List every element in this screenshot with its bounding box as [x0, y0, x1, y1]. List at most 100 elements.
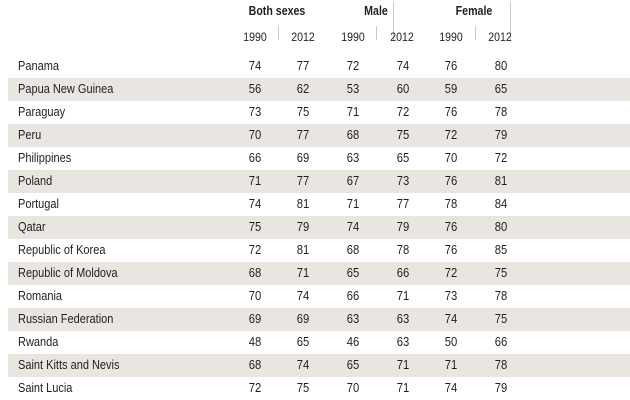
value-cell: 65: [346, 358, 360, 372]
year-header: 2012: [390, 30, 414, 44]
table-row: Saint Lucia 72 75 70 71 74 79: [8, 377, 630, 400]
value-cell: 78: [494, 105, 508, 119]
value-cell: 75: [296, 105, 310, 119]
table-row: Romania 70 74 66 71 73 78: [8, 285, 630, 308]
value-cell: 75: [494, 266, 508, 280]
value-cell: 75: [396, 128, 410, 142]
country-name: Papua New Guinea: [18, 82, 114, 96]
country-name: Russian Federation: [18, 312, 114, 326]
value-cell: 59: [444, 82, 458, 96]
value-cell: 80: [494, 59, 508, 73]
value-cell: 73: [444, 289, 458, 303]
value-cell: 65: [494, 82, 508, 96]
value-cell: 81: [296, 197, 310, 211]
value-cell: 85: [494, 243, 508, 257]
value-cell: 74: [248, 197, 262, 211]
value-cell: 79: [494, 128, 508, 142]
value-cell: 77: [296, 59, 310, 73]
value-cell: 68: [346, 128, 360, 142]
value-cell: 50: [444, 335, 458, 349]
value-cell: 72: [396, 105, 410, 119]
value-cell: 81: [494, 174, 508, 188]
value-cell: 72: [444, 128, 458, 142]
country-name: Poland: [18, 174, 53, 188]
group-header-female: Female: [455, 4, 493, 18]
table-row: Panama 74 77 72 74 76 80: [8, 55, 630, 78]
value-cell: 73: [396, 174, 410, 188]
value-cell: 62: [296, 82, 310, 96]
value-cell: 70: [248, 128, 262, 142]
country-name: Philippines: [18, 151, 72, 165]
value-cell: 68: [248, 358, 262, 372]
table-row: Poland 71 77 67 73 76 81: [8, 170, 630, 193]
year-header: 1990: [341, 30, 365, 44]
year-header: 2012: [291, 30, 315, 44]
value-cell: 75: [494, 312, 508, 326]
value-cell: 72: [346, 59, 360, 73]
value-cell: 81: [296, 243, 310, 257]
value-cell: 73: [248, 105, 262, 119]
value-cell: 80: [494, 220, 508, 234]
country-name: Romania: [18, 289, 63, 303]
value-cell: 71: [296, 266, 310, 280]
column-divider: [510, 2, 511, 40]
country-name: Saint Kitts and Nevis: [18, 358, 120, 372]
value-cell: 71: [248, 174, 262, 188]
value-cell: 56: [248, 82, 262, 96]
table-row: Rwanda 48 65 46 63 50 66: [8, 331, 630, 354]
country-name: Paraguay: [18, 105, 66, 119]
table-row: Russian Federation 69 69 63 63 74 75: [8, 308, 630, 331]
value-cell: 74: [296, 358, 310, 372]
value-cell: 48: [248, 335, 262, 349]
value-cell: 68: [248, 266, 262, 280]
table-row: Republic of Moldova 68 71 65 66 72 75: [8, 262, 630, 285]
value-cell: 74: [346, 220, 360, 234]
value-cell: 79: [296, 220, 310, 234]
table-row: Philippines 66 69 63 65 70 72: [8, 147, 630, 170]
value-cell: 76: [444, 243, 458, 257]
value-cell: 63: [346, 151, 360, 165]
country-name: Saint Lucia: [18, 381, 73, 395]
value-cell: 71: [346, 105, 360, 119]
value-cell: 78: [444, 197, 458, 211]
table-row: Republic of Korea 72 81 68 78 76 85: [8, 239, 630, 262]
group-header-male: Male: [364, 4, 388, 18]
value-cell: 66: [494, 335, 508, 349]
country-name: Republic of Moldova: [18, 266, 118, 280]
country-name: Peru: [18, 128, 42, 142]
value-cell: 68: [346, 243, 360, 257]
country-name: Republic of Korea: [18, 243, 106, 257]
value-cell: 74: [296, 289, 310, 303]
country-name: Portugal: [18, 197, 59, 211]
year-header: 2012: [488, 30, 512, 44]
year-header: 1990: [439, 30, 463, 44]
value-cell: 70: [346, 381, 360, 395]
value-cell: 69: [296, 151, 310, 165]
value-cell: 75: [248, 220, 262, 234]
value-cell: 72: [248, 243, 262, 257]
value-cell: 76: [444, 59, 458, 73]
value-cell: 65: [296, 335, 310, 349]
country-name: Qatar: [18, 220, 46, 234]
year-header: 1990: [243, 30, 267, 44]
value-cell: 63: [346, 312, 360, 326]
table-row: Qatar 75 79 74 79 76 80: [8, 216, 630, 239]
value-cell: 71: [444, 358, 458, 372]
value-cell: 79: [494, 381, 508, 395]
value-cell: 84: [494, 197, 508, 211]
column-divider: [393, 2, 394, 40]
value-cell: 72: [248, 381, 262, 395]
value-cell: 74: [444, 381, 458, 395]
table-row: Papua New Guinea 56 62 53 60 59 65: [8, 78, 630, 101]
value-cell: 53: [346, 82, 360, 96]
value-cell: 66: [396, 266, 410, 280]
value-cell: 63: [396, 335, 410, 349]
value-cell: 77: [296, 174, 310, 188]
value-cell: 69: [296, 312, 310, 326]
value-cell: 70: [248, 289, 262, 303]
table-row: Paraguay 73 75 71 72 76 78: [8, 101, 630, 124]
value-cell: 74: [444, 312, 458, 326]
value-cell: 69: [248, 312, 262, 326]
value-cell: 71: [396, 381, 410, 395]
value-cell: 77: [296, 128, 310, 142]
